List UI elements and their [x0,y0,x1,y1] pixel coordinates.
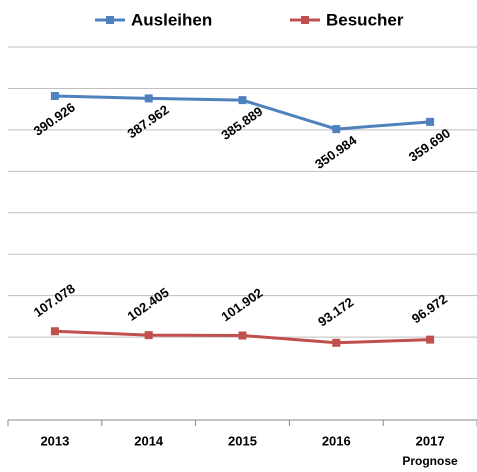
point [426,117,435,126]
x-tick-label: 2014 [134,433,164,448]
data-label: 107.078 [31,281,78,320]
data-label: 387.962 [125,102,172,141]
legend-marker [106,16,114,24]
point [238,96,247,105]
x-tick-label: 2015 [228,433,257,448]
x-tick-label: 2013 [40,433,69,448]
x-tick-label: 2017 [416,433,445,448]
point [238,331,247,340]
data-label: 350.984 [312,132,360,172]
point [426,335,435,344]
data-label: 93.172 [315,294,356,329]
data-label: 390.926 [31,99,78,138]
legend-label: Besucher [326,10,404,29]
forecast-note: Prognose [402,454,458,468]
data-label: 359.690 [406,125,453,164]
point [50,327,59,336]
point [144,94,153,103]
x-tick-label: 2016 [322,433,351,448]
legend-marker [301,16,309,24]
legend-label: Ausleihen [131,10,212,29]
data-label: 101.902 [218,285,265,324]
data-label: 96.972 [409,291,450,326]
point [332,338,341,347]
data-label: 102.405 [125,285,172,324]
point [144,331,153,340]
data-label: 385.889 [218,104,265,143]
point [332,125,341,134]
point [50,91,59,100]
